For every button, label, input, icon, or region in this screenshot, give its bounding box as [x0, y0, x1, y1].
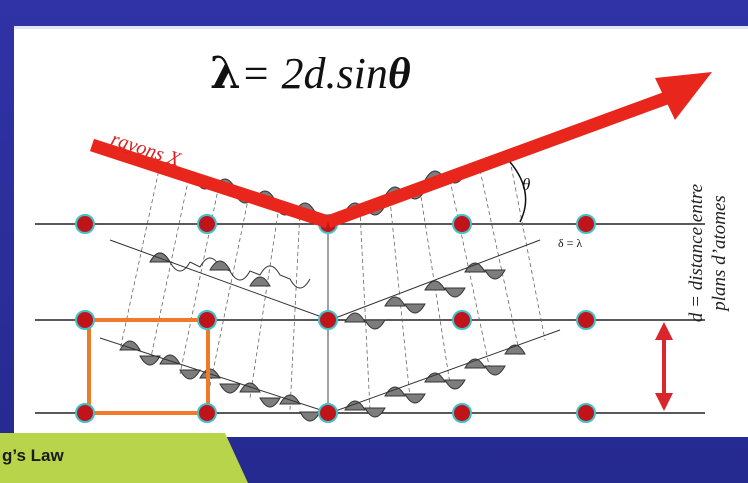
diagram-panel [14, 26, 748, 437]
incident-path-3 [99, 337, 331, 414]
formula-body: = 2d.sin [240, 49, 388, 98]
reflected-path-3 [329, 329, 561, 414]
formula-theta: θ [387, 49, 411, 98]
title-badge-shape [0, 433, 248, 483]
spacing-arrow-bottom [655, 393, 673, 411]
path-difference-label: δ = λ [558, 236, 583, 250]
bragg-formula: λ= 2d.sinθ [210, 48, 411, 99]
incident-x-ray [89, 138, 331, 229]
atoms [75, 214, 596, 423]
theta-arc [509, 161, 527, 223]
spacing-arrow-top [655, 322, 673, 340]
title-badge-text: g’s Law [2, 446, 64, 465]
incident-path-2 [109, 239, 331, 321]
wave-trains [119, 170, 526, 422]
reflected-ray-arrowhead [655, 72, 712, 120]
spacing-label-line-2: plans d’atomes [709, 195, 730, 311]
spacing-label: d = distance entre plans d’atomes [685, 158, 731, 348]
angle-label: θ [522, 175, 531, 194]
unit-cell-outline [87, 318, 210, 415]
reflected-path-2 [329, 239, 541, 321]
reflected-x-ray [325, 89, 675, 229]
formula-lambda: λ [210, 48, 241, 99]
spacing-label-line-1: d = distance entre [686, 183, 707, 323]
